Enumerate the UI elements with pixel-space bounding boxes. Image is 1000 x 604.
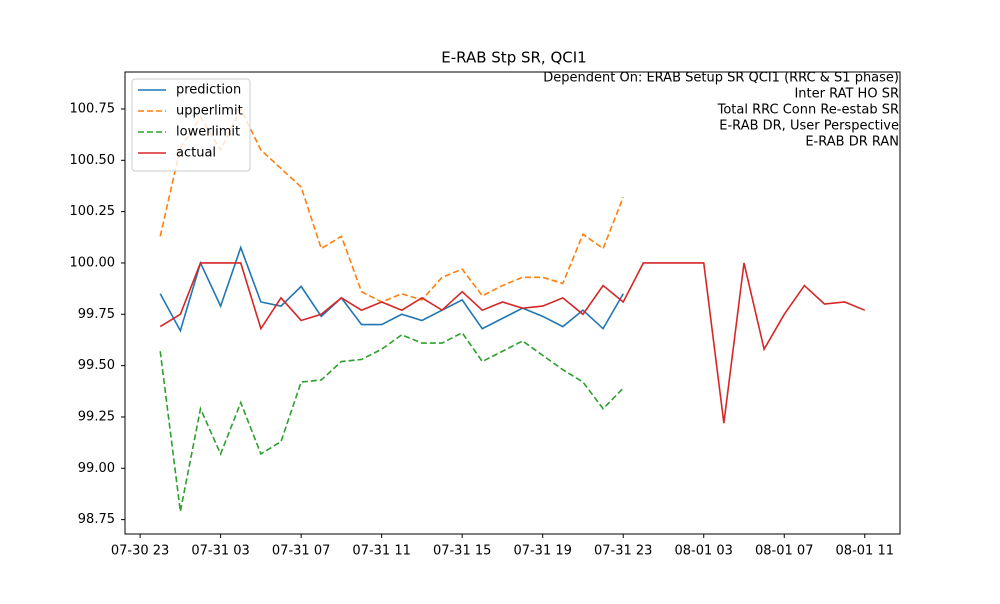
x-tick-label: 08-01 11 bbox=[836, 544, 894, 559]
x-tick-label: 07-31 23 bbox=[594, 544, 652, 559]
y-tick-label: 99.75 bbox=[78, 307, 115, 322]
x-tick-label: 07-31 15 bbox=[433, 544, 491, 559]
annotation: Inter RAT HO SR bbox=[794, 87, 899, 102]
annotation: E-RAB DR, User Perspective bbox=[719, 119, 899, 134]
x-tick-label: 08-01 07 bbox=[755, 544, 813, 559]
legend-box bbox=[131, 78, 251, 172]
series-line bbox=[159, 245, 624, 333]
legend-label: lowerlimit bbox=[176, 125, 240, 140]
annotation: Total RRC Conn Re-estab SR bbox=[717, 103, 899, 118]
y-tick-label: 100.50 bbox=[70, 153, 116, 168]
y-tick-label: 100.25 bbox=[70, 204, 116, 219]
x-tick-label: 07-31 03 bbox=[191, 544, 249, 559]
annotation: E-RAB DR RAN bbox=[805, 135, 899, 150]
chart-title: E-RAB Stp SR, QCI1 bbox=[441, 49, 586, 67]
legend-label: actual bbox=[176, 146, 216, 161]
y-tick-label: 99.25 bbox=[78, 409, 115, 424]
y-tick-label: 98.75 bbox=[78, 512, 115, 527]
legend-label: prediction bbox=[176, 83, 241, 98]
y-tick-label: 99.50 bbox=[78, 358, 115, 373]
y-tick-label: 100.75 bbox=[70, 101, 116, 116]
y-tick-label: 99.00 bbox=[78, 461, 115, 476]
annotation: Dependent On: ERAB Setup SR QCI1 (RRC & … bbox=[543, 71, 899, 86]
x-tick-label: 07-30 23 bbox=[111, 544, 169, 559]
legend-label: upperlimit bbox=[176, 104, 243, 119]
x-tick-label: 07-31 07 bbox=[272, 544, 330, 559]
series-line bbox=[159, 331, 624, 512]
y-tick-label: 100.00 bbox=[70, 255, 116, 270]
plot-frame bbox=[124, 71, 901, 535]
x-tick-label: 07-31 11 bbox=[352, 544, 410, 559]
x-tick-label: 08-01 03 bbox=[675, 544, 733, 559]
x-tick-label: 07-31 19 bbox=[513, 544, 571, 559]
series-line bbox=[159, 262, 866, 424]
